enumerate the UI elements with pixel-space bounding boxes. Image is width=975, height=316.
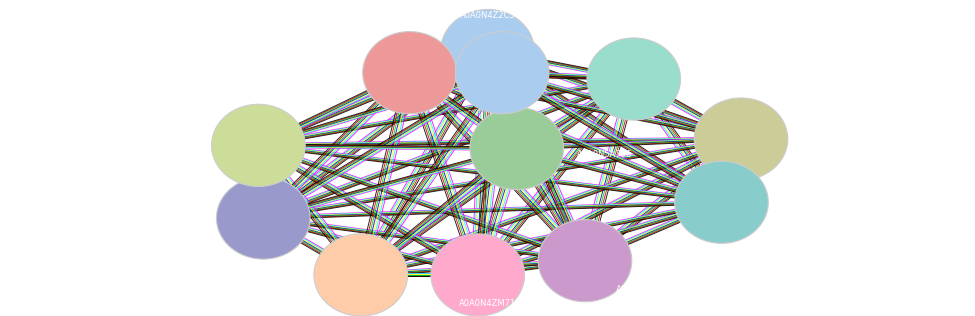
Ellipse shape (441, 9, 534, 92)
Ellipse shape (431, 234, 525, 316)
Ellipse shape (455, 32, 549, 114)
Ellipse shape (587, 38, 681, 120)
Ellipse shape (363, 32, 456, 114)
Ellipse shape (675, 161, 768, 243)
Text: A0A0N4ZK57: A0A0N4ZK57 (616, 285, 671, 294)
Text: A0A0N4Z2C5: A0A0N4Z2C5 (459, 11, 516, 20)
Text: 3: 3 (548, 46, 554, 55)
Text: A0A0N: A0A0N (288, 299, 317, 308)
Ellipse shape (216, 177, 310, 259)
Text: A0A0N4ZWV4: A0A0N4ZWV4 (687, 54, 746, 63)
Ellipse shape (470, 107, 564, 190)
Text: A0A0N5A796: A0A0N5A796 (577, 150, 632, 159)
Ellipse shape (694, 98, 788, 180)
Text: A0A0N4ZRE8: A0A0N4ZRE8 (137, 141, 194, 150)
Ellipse shape (314, 234, 408, 316)
Text: A0A0N4ZMJ6: A0A0N4ZMJ6 (811, 135, 866, 143)
Text: A0A0N4ZM71: A0A0N4ZM71 (459, 299, 516, 308)
Text: A0A0N: A0A0N (336, 46, 366, 55)
Ellipse shape (212, 104, 305, 186)
Ellipse shape (538, 220, 632, 302)
Text: A0A0N4Z194: A0A0N4Z194 (792, 198, 846, 207)
Text: A0A0N4Z296: A0A0N4Z296 (143, 214, 198, 222)
